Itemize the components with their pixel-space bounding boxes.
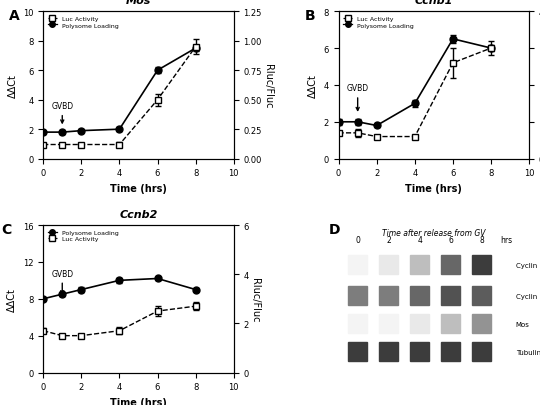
Y-axis label: Rluc/Fluc: Rluc/Fluc <box>250 277 260 321</box>
Bar <box>410 256 429 275</box>
Bar <box>472 315 491 334</box>
Text: 0: 0 <box>355 236 360 245</box>
Bar <box>441 286 460 306</box>
Text: Time after release from GV: Time after release from GV <box>382 228 485 237</box>
Bar <box>472 256 491 275</box>
Bar <box>441 315 460 334</box>
X-axis label: Time (hrs): Time (hrs) <box>110 397 167 405</box>
Text: 4: 4 <box>417 236 422 245</box>
Bar <box>379 256 398 275</box>
Text: GVBD: GVBD <box>51 102 73 124</box>
Bar <box>472 343 491 362</box>
Text: GVBD: GVBD <box>51 269 73 294</box>
Text: 6: 6 <box>448 236 453 245</box>
Y-axis label: Rluc/Fluc: Rluc/Fluc <box>263 64 273 108</box>
X-axis label: Time (hrs): Time (hrs) <box>110 183 167 194</box>
Text: 8: 8 <box>479 236 484 245</box>
Y-axis label: ΔΔCt: ΔΔCt <box>8 74 17 98</box>
Text: D: D <box>329 222 341 237</box>
Y-axis label: ΔΔCt: ΔΔCt <box>8 287 17 311</box>
Bar <box>379 315 398 334</box>
Legend: Polysome Loading, Luc Activity: Polysome Loading, Luc Activity <box>46 228 120 243</box>
Bar <box>379 343 398 362</box>
Text: A: A <box>9 9 19 23</box>
Legend: Luc Activity, Polysome Loading: Luc Activity, Polysome Loading <box>46 15 120 30</box>
Bar <box>441 256 460 275</box>
Bar <box>348 256 367 275</box>
Text: hrs: hrs <box>500 236 512 245</box>
Text: GVBD: GVBD <box>347 84 369 111</box>
Title: Ccnb1: Ccnb1 <box>415 0 453 6</box>
Title: Ccnb2: Ccnb2 <box>119 209 158 219</box>
Bar <box>348 315 367 334</box>
Text: 2: 2 <box>386 236 391 245</box>
Bar <box>348 343 367 362</box>
Bar <box>348 286 367 306</box>
Bar <box>410 343 429 362</box>
Text: Tubulin: Tubulin <box>516 349 540 355</box>
Legend: Luc Activity, Polysome Loading: Luc Activity, Polysome Loading <box>342 15 415 30</box>
Bar <box>410 286 429 306</box>
Text: Cyclin B2: Cyclin B2 <box>516 293 540 299</box>
Text: B: B <box>305 9 315 23</box>
X-axis label: Time (hrs): Time (hrs) <box>406 183 462 194</box>
Text: C: C <box>1 222 11 237</box>
Bar <box>472 286 491 306</box>
Text: Cyclin B1: Cyclin B1 <box>516 262 540 268</box>
Y-axis label: ΔΔCt: ΔΔCt <box>308 74 318 98</box>
Bar <box>441 343 460 362</box>
Bar <box>410 315 429 334</box>
Text: Mos: Mos <box>516 321 530 327</box>
Bar <box>379 286 398 306</box>
Title: Mos: Mos <box>126 0 151 6</box>
